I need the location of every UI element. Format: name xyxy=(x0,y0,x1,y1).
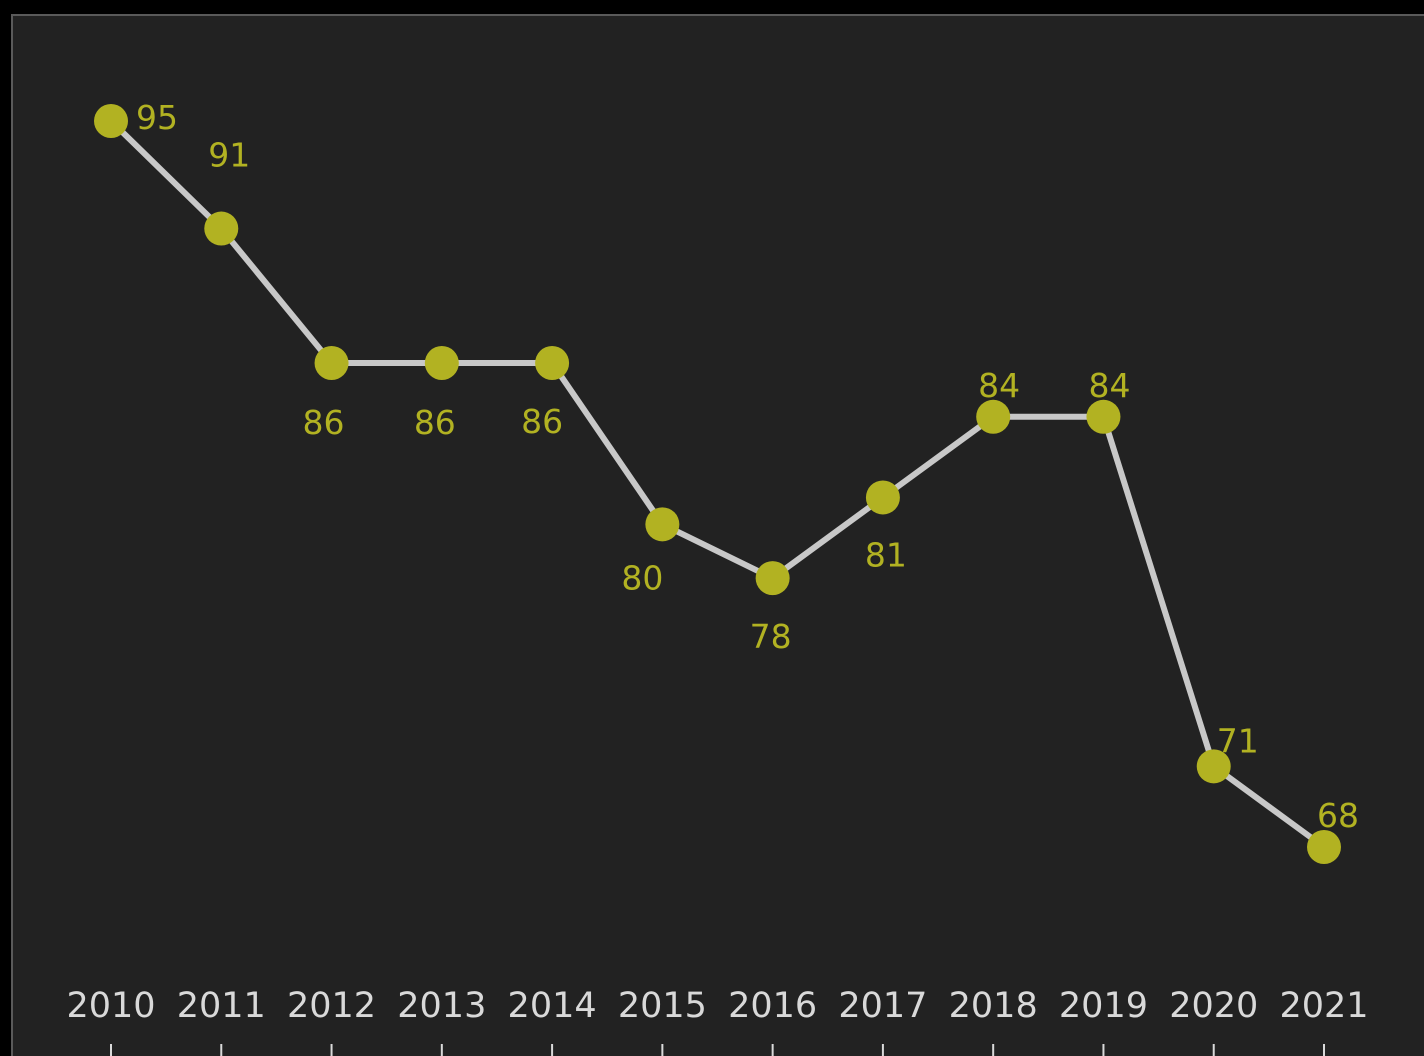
data-label-layer: 95 91 86 86 86 80 78 81 84 84 71 68 xyxy=(136,98,1359,835)
data-point-2015 xyxy=(645,507,680,542)
x-tick-label-2010: 2010 xyxy=(66,986,155,1026)
x-tick-label-2016: 2016 xyxy=(728,986,817,1026)
x-tick-label-2012: 2012 xyxy=(287,986,376,1026)
data-point-2010 xyxy=(94,104,128,138)
data-point-2019 xyxy=(1086,399,1121,434)
x-tick-label-2020: 2020 xyxy=(1169,986,1258,1026)
x-tick-label-2018: 2018 xyxy=(949,986,1038,1026)
x-tick-label-2014: 2014 xyxy=(508,986,597,1026)
series-line-layer xyxy=(108,118,1327,850)
data-point-2014 xyxy=(535,346,570,380)
data-label-2015: 80 xyxy=(621,558,663,597)
x-axis: 2010 2011 2012 2013 2014 2015 2016 2017 2018 2019… xyxy=(66,986,1369,1056)
data-point-2016 xyxy=(755,561,790,596)
data-point-2011 xyxy=(204,211,239,246)
x-tick-label-2017: 2017 xyxy=(838,986,927,1026)
data-point-2012 xyxy=(314,346,349,380)
data-label-2019: 84 xyxy=(1088,366,1130,405)
data-label-2011: 91 xyxy=(208,136,250,175)
data-label-2018: 84 xyxy=(978,366,1020,405)
data-point-2021 xyxy=(1307,830,1341,864)
data-label-2021: 68 xyxy=(1317,796,1359,835)
data-label-2014: 86 xyxy=(521,402,563,441)
data-point-2020 xyxy=(1196,749,1231,784)
data-label-2013: 86 xyxy=(414,403,456,442)
series-line xyxy=(108,118,1327,850)
data-point-2018 xyxy=(976,399,1011,434)
data-label-2016: 78 xyxy=(750,617,792,656)
data-point-2017 xyxy=(865,480,900,515)
data-label-2017: 81 xyxy=(865,535,907,574)
x-tick-label-2011: 2011 xyxy=(177,986,266,1026)
x-tick-label-2015: 2015 xyxy=(618,986,707,1026)
x-tick-label-2021: 2021 xyxy=(1279,986,1368,1026)
data-label-2012: 86 xyxy=(303,403,345,442)
data-label-2010: 95 xyxy=(136,98,178,137)
data-label-2020: 71 xyxy=(1217,721,1259,760)
data-point-2013 xyxy=(424,346,459,380)
x-tick-label-2013: 2013 xyxy=(397,986,486,1026)
marker-layer xyxy=(94,104,1341,864)
chart-frame xyxy=(11,14,1424,1056)
x-tick-label-2019: 2019 xyxy=(1059,986,1148,1026)
